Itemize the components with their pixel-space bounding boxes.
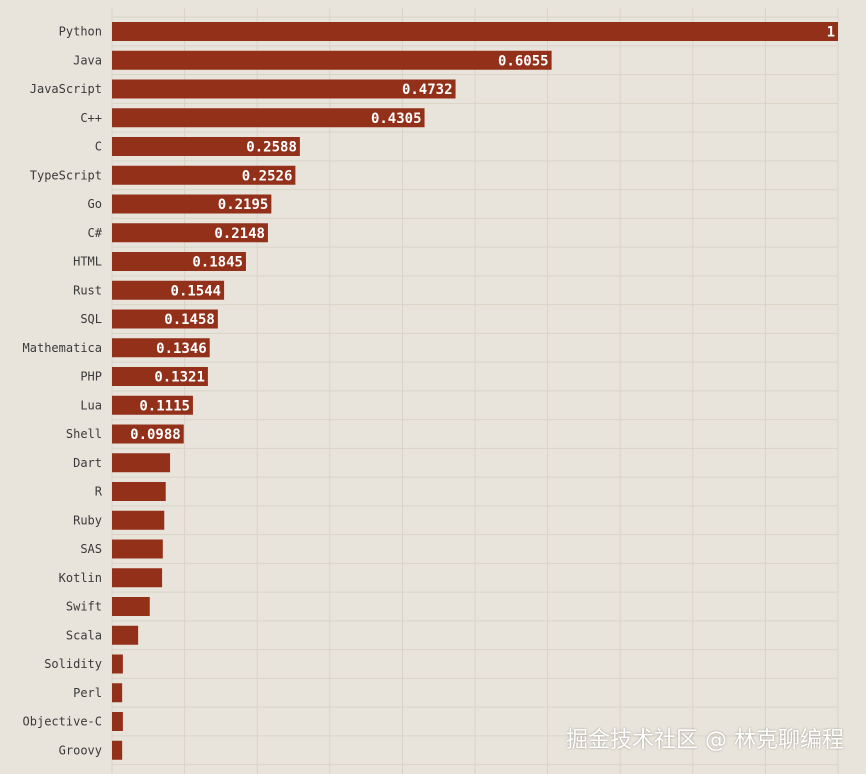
category-label: Scala — [66, 628, 102, 642]
bar-rust — [112, 280, 225, 300]
bar-kotlin — [112, 568, 163, 588]
category-label: PHP — [80, 370, 102, 384]
bar-swift — [112, 597, 150, 616]
category-label: Lua — [80, 398, 102, 412]
value-label: 0.0988 — [130, 427, 181, 443]
grid-layer — [111, 8, 839, 774]
category-label: SAS — [80, 542, 102, 556]
value-label: 0.6055 — [498, 53, 549, 69]
category-label: TypeScript — [30, 168, 102, 182]
value-label: 1 — [827, 25, 835, 41]
value-label: 0.2526 — [242, 168, 293, 184]
value-label: 0.1458 — [164, 312, 215, 328]
value-label: 0.2148 — [214, 226, 265, 242]
bar-objective-c — [112, 712, 123, 731]
category-label: Rust — [73, 283, 102, 297]
value-label: 0.1544 — [171, 283, 222, 299]
category-label: R — [95, 485, 103, 499]
category-label: Dart — [73, 456, 102, 470]
bar-groovy — [112, 740, 123, 760]
category-label: Go — [88, 197, 102, 211]
bar-python — [112, 22, 838, 41]
category-label: Python — [59, 25, 102, 39]
category-label: Mathematica — [23, 341, 102, 355]
value-label: 0.1346 — [156, 341, 207, 357]
category-label: Swift — [66, 600, 102, 614]
category-label: C — [95, 140, 102, 154]
bar-c- — [112, 108, 425, 128]
category-label: Java — [73, 53, 102, 67]
category-label: C++ — [80, 111, 102, 125]
category-label: HTML — [73, 255, 102, 269]
bar-lua — [112, 395, 193, 415]
bar-perl — [112, 683, 123, 703]
category-label: Perl — [73, 686, 102, 700]
bar-java — [112, 50, 552, 70]
bar-r — [112, 482, 166, 501]
bar-c- — [112, 223, 268, 243]
value-label: 0.4305 — [371, 111, 422, 127]
value-label: 0.1845 — [192, 255, 243, 271]
bar-scala — [112, 625, 139, 645]
value-label: 0.1321 — [154, 370, 205, 386]
value-label: 0.2195 — [218, 197, 269, 213]
watermark: 掘金技术社区 @ 林克聊编程 — [566, 728, 844, 753]
category-label: SQL — [80, 312, 102, 326]
bar-c — [112, 137, 300, 156]
category-label: Objective-C — [23, 715, 102, 729]
category-label: Kotlin — [59, 571, 102, 585]
bar-dart — [112, 453, 171, 473]
bar-html — [112, 252, 246, 271]
category-label: Solidity — [44, 657, 102, 671]
category-label: Ruby — [73, 513, 102, 527]
value-label: 0.1115 — [139, 398, 190, 414]
label-layer: Python 1 Java 0.6055 JavaScript 0.4732 C++ 0.43… — [23, 25, 835, 758]
bar-solidity — [112, 654, 123, 674]
category-label: Groovy — [59, 743, 102, 757]
bar-sas — [112, 539, 163, 559]
category-label: Shell — [66, 427, 102, 441]
bar-mathematica — [112, 338, 210, 358]
bar-javascript — [112, 79, 456, 99]
bar-typescript — [112, 165, 296, 185]
bar-sql — [112, 309, 218, 329]
bar-shell — [112, 424, 184, 444]
category-label: C# — [88, 226, 103, 240]
bar-php — [112, 367, 208, 386]
category-label: JavaScript — [30, 82, 102, 96]
bar-layer — [112, 22, 838, 760]
value-label: 0.4732 — [402, 82, 453, 98]
bar-ruby — [112, 510, 165, 530]
value-label: 0.2588 — [246, 140, 297, 156]
bar-go — [112, 194, 272, 214]
